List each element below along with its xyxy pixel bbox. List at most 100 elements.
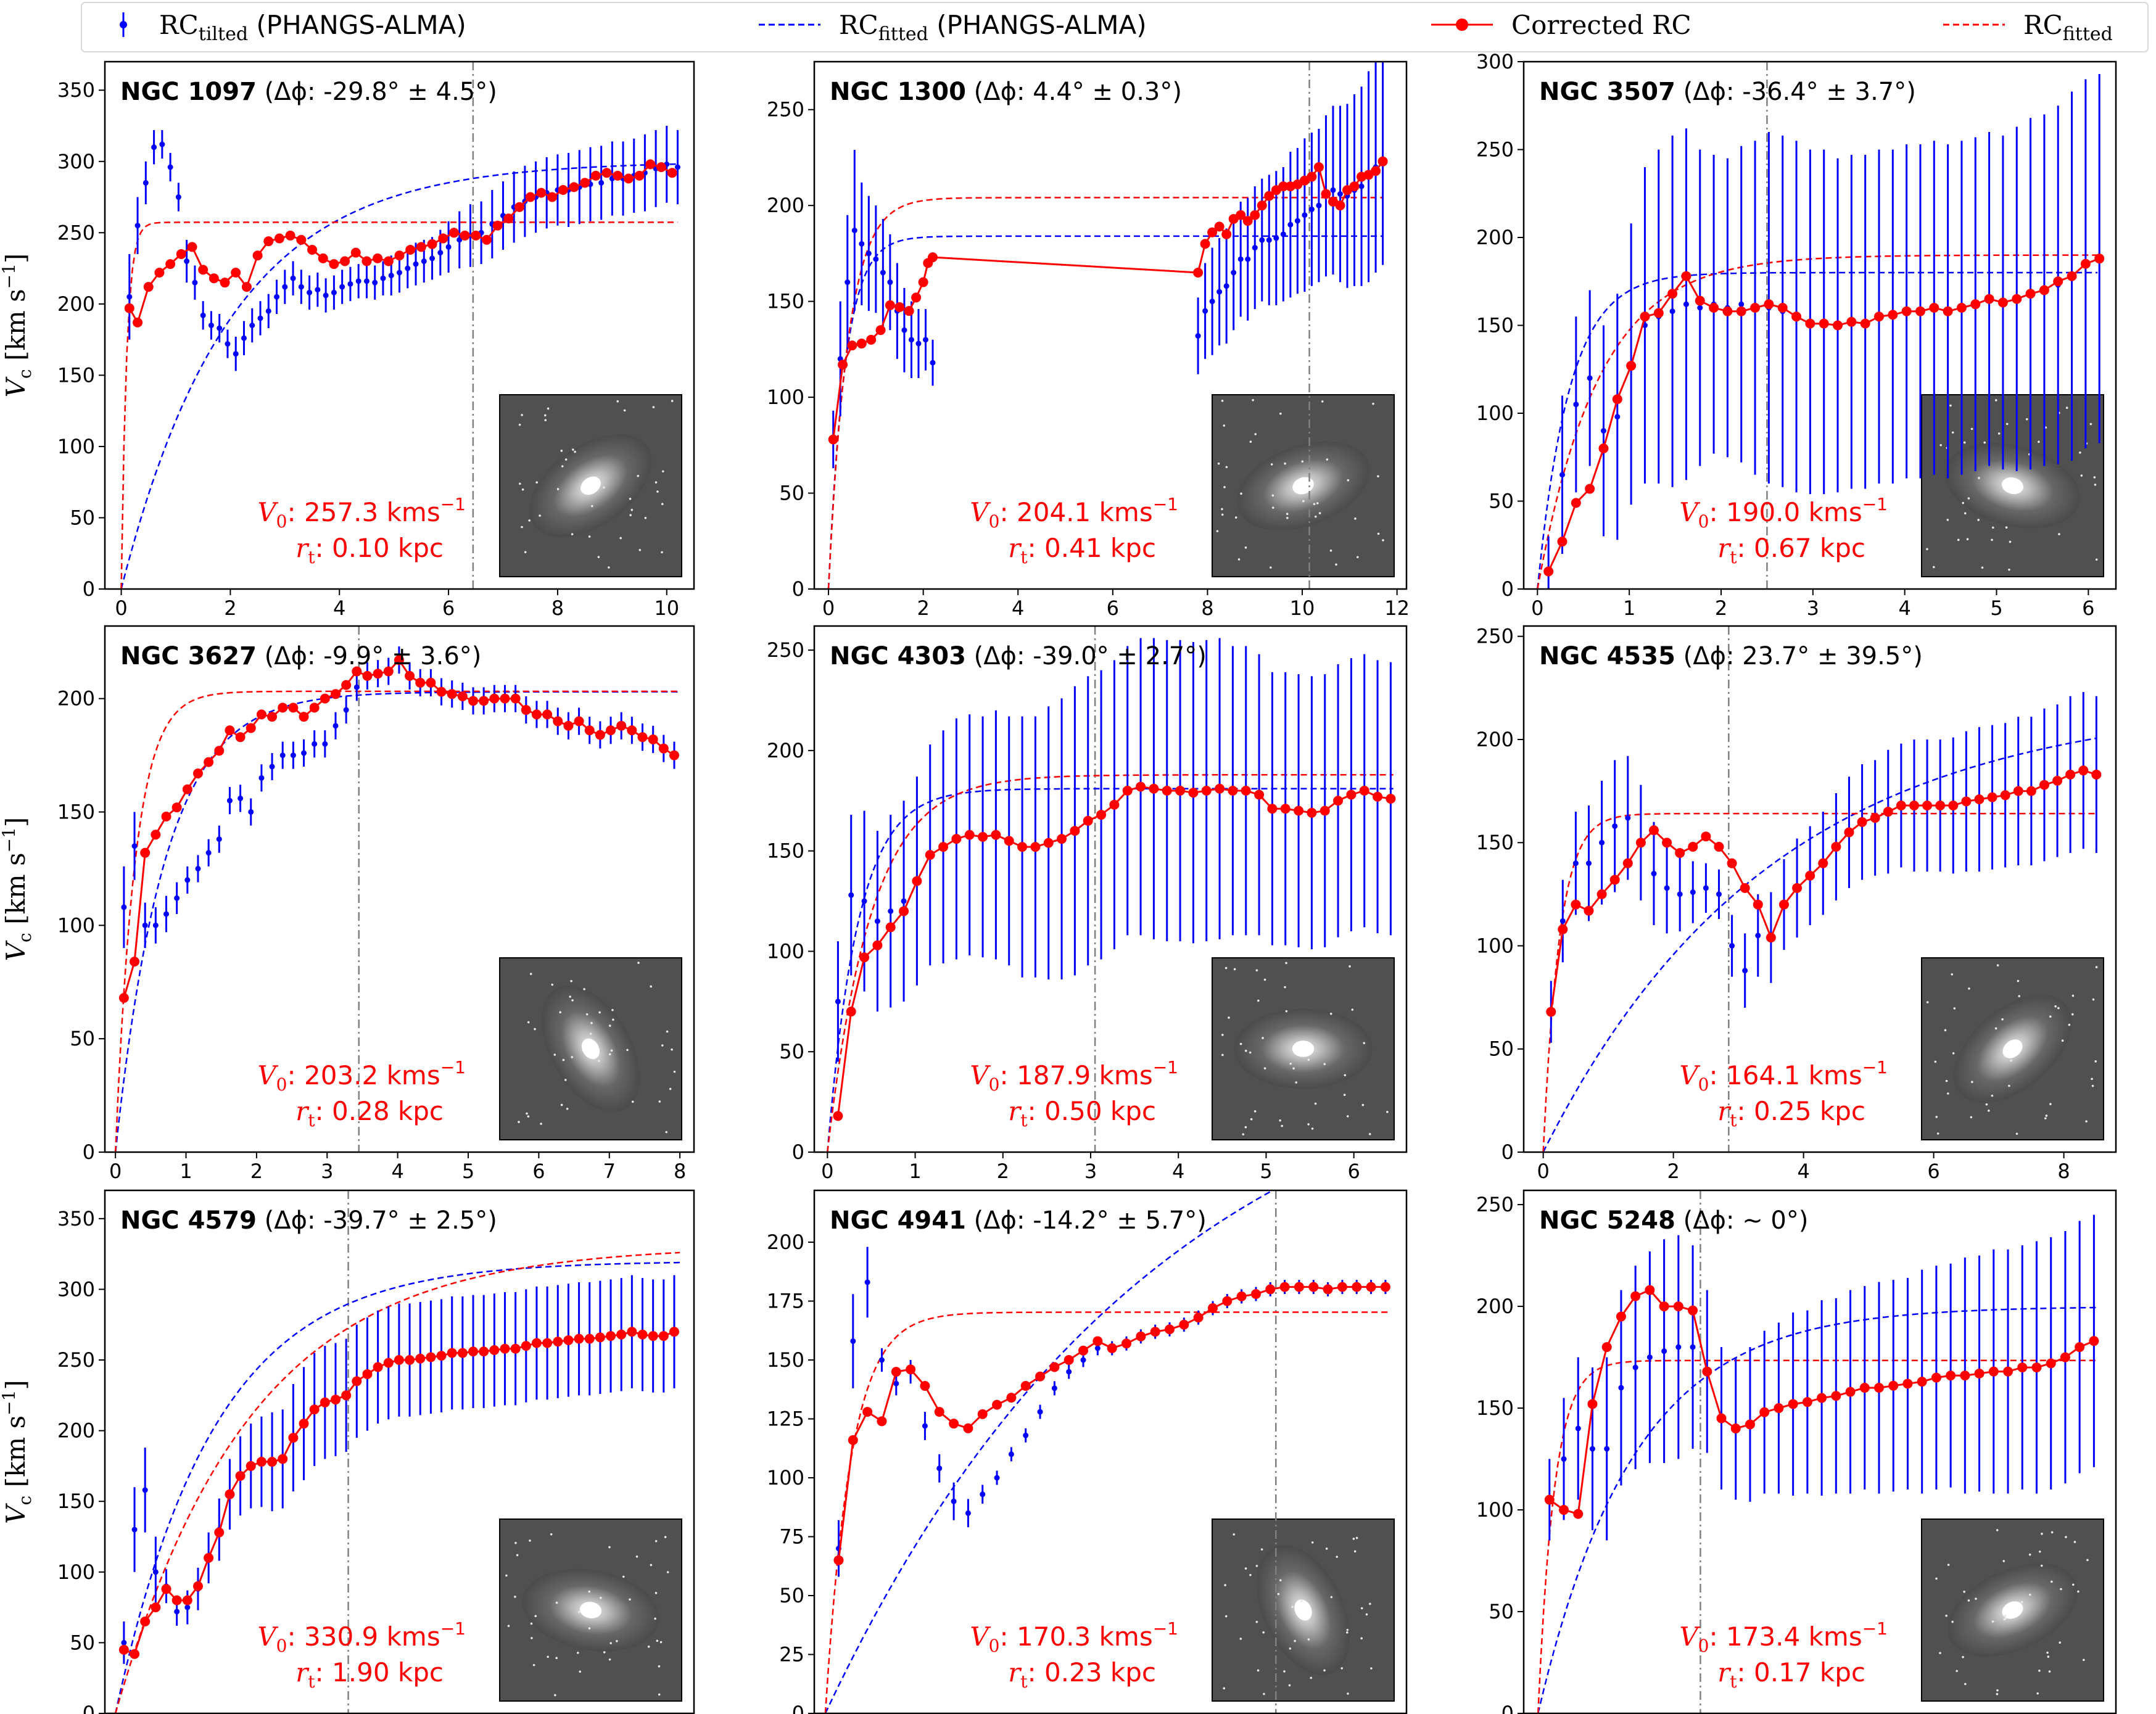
corrected-rc-point	[1150, 1327, 1160, 1337]
corrected-rc-point	[1956, 303, 1967, 313]
corrected-rc-point	[1788, 1399, 1798, 1409]
corrected-rc-point	[531, 1338, 542, 1348]
star-dot	[1289, 1647, 1292, 1650]
star-dot	[1949, 404, 1952, 407]
tilted-point	[298, 284, 304, 290]
star-dot	[629, 497, 632, 500]
tilted-point	[880, 270, 886, 276]
y-tick-label: 250	[57, 1348, 95, 1372]
corrected-rc-point	[928, 252, 938, 263]
star-dot	[1964, 1683, 1967, 1686]
corrected-rc-point	[1984, 294, 1994, 304]
star-dot	[2089, 422, 2092, 426]
corrected-rc-point	[1833, 320, 1843, 331]
star-dot	[562, 1058, 565, 1061]
corrected-rc-point	[1896, 801, 1906, 811]
corrected-rc-point	[1278, 181, 1289, 192]
star-dot	[591, 505, 593, 508]
tilted-point	[1683, 301, 1689, 307]
corrected-rc-point	[1716, 1413, 1727, 1424]
corrected-rc-point	[204, 1552, 214, 1563]
star-dot	[524, 551, 527, 554]
panel-title: NGC 3507 (Δϕ: -36.4° ± 3.7°)	[1539, 78, 1916, 106]
star-dot	[1221, 400, 1224, 402]
x-tick-label: 3	[1807, 596, 1819, 620]
y-tick-label: 250	[767, 638, 804, 662]
plot-area	[114, 1190, 682, 1713]
corrected-rc-point	[1695, 295, 1705, 306]
star-dot	[2065, 1536, 2067, 1538]
v0-annotation: V0: 164.1 kms−1	[1679, 1057, 1888, 1095]
star-dot	[1255, 1620, 1258, 1623]
y-tick-label: 250	[57, 221, 95, 244]
fitted-curve-phangs	[120, 163, 678, 589]
tilted-point	[332, 723, 339, 729]
corrected-rc-point	[2017, 1362, 2028, 1373]
corrected-rc-point	[1584, 905, 1594, 916]
corrected-rc-point	[1228, 785, 1238, 796]
star-dot	[2005, 526, 2008, 529]
star-dot	[2009, 540, 2012, 543]
axes-frame	[813, 60, 1408, 590]
corrected-rc-point	[2039, 285, 2049, 295]
tilted-point	[1237, 256, 1244, 262]
corrected-rc-point	[2000, 790, 2010, 801]
corrected-rc-point	[590, 170, 601, 181]
star-dot	[588, 1627, 591, 1630]
corrected-rc-point	[558, 184, 568, 195]
tilted-point	[142, 922, 148, 928]
corrected-rc-point	[574, 716, 584, 727]
corrected-rc-point	[1702, 1366, 1712, 1377]
corrected-rc-point	[1974, 1368, 1985, 1378]
corrected-rc-point	[1265, 1284, 1276, 1295]
tilted-point	[865, 250, 872, 257]
star-dot	[1329, 1012, 1332, 1015]
tilted-point	[237, 795, 244, 801]
tilted-point	[1599, 839, 1605, 846]
corrected-rc-point	[288, 1433, 299, 1443]
star-dot	[1330, 1596, 1333, 1599]
y-tick-label: 300	[57, 150, 95, 173]
corrected-rc-point	[547, 192, 558, 202]
corrected-rc-point	[1035, 1371, 1046, 1382]
corrected-rc-point	[536, 187, 547, 198]
corrected-rc-point	[2065, 769, 2076, 780]
tilted-point	[353, 684, 360, 690]
corrected-rc-point	[847, 340, 857, 351]
corrected-rc-point	[1948, 801, 1959, 811]
corrected-rc-point	[296, 234, 307, 245]
tilted-point	[888, 908, 894, 914]
star-dot	[589, 1032, 592, 1035]
corrected-rc-point	[329, 259, 339, 270]
star-dot	[629, 1598, 631, 1601]
tilted-point	[269, 764, 275, 770]
tilted-point	[225, 341, 231, 347]
star-dot	[1945, 1614, 1947, 1617]
star-dot	[1945, 1079, 1948, 1082]
v0-annotation: V0: 203.2 kms−1	[257, 1057, 466, 1095]
corrected-rc-point	[1352, 1282, 1362, 1292]
star-dot	[1224, 1584, 1226, 1586]
star-dot	[665, 1131, 668, 1134]
star-dot	[1996, 1689, 1999, 1692]
corrected-rc-point	[373, 253, 383, 263]
corrected-rc-point	[405, 1355, 415, 1366]
corrected-rc-point	[2025, 289, 2036, 299]
corrected-rc-point	[1753, 899, 1763, 910]
tilted-point	[835, 999, 841, 1005]
corrected-rc-point	[140, 1617, 151, 1627]
star-dot	[2071, 994, 2075, 997]
corrected-rc-point	[828, 434, 838, 445]
corrected-rc-point	[1543, 566, 1554, 577]
corrected-rc-point	[1961, 796, 1972, 807]
star-dot	[1988, 1109, 1990, 1112]
y-tick-label: 75	[779, 1525, 804, 1549]
star-dot	[2049, 1103, 2052, 1105]
corrected-rc-point	[1307, 171, 1317, 182]
corrected-rc-point	[1831, 841, 1841, 852]
star-dot	[1279, 412, 1282, 415]
corrected-rc-point	[468, 696, 479, 706]
corrected-rc-point	[1179, 1319, 1189, 1330]
corrected-rc-point	[1121, 1338, 1132, 1349]
y-tick-label: 50	[779, 1040, 804, 1063]
